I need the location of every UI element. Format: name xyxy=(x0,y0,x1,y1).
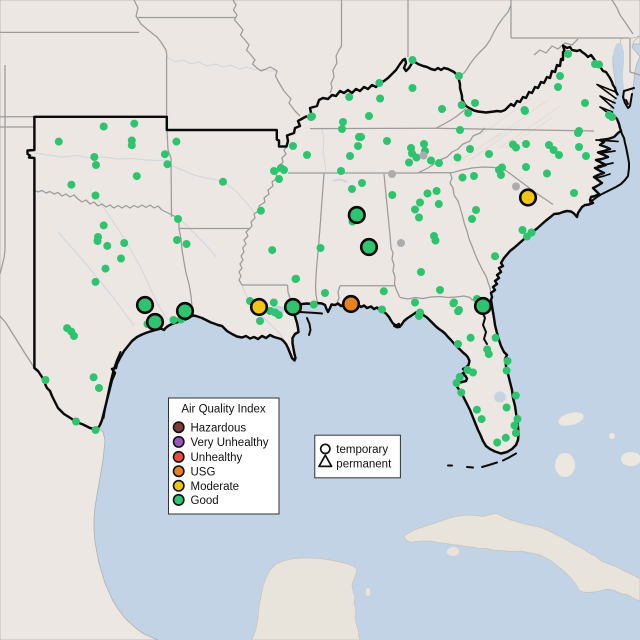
svg-text:permanent: permanent xyxy=(336,458,392,470)
svg-text:Very Unhealthy: Very Unhealthy xyxy=(191,437,269,449)
svg-text:Good: Good xyxy=(191,495,219,507)
svg-text:Hazardous: Hazardous xyxy=(191,422,247,434)
svg-text:temporary: temporary xyxy=(336,444,388,456)
svg-text:USG: USG xyxy=(191,466,216,478)
svg-text:Air Quality Index: Air Quality Index xyxy=(181,404,266,416)
svg-text:Moderate: Moderate xyxy=(191,481,240,493)
svg-text:Unhealthy: Unhealthy xyxy=(191,452,243,464)
